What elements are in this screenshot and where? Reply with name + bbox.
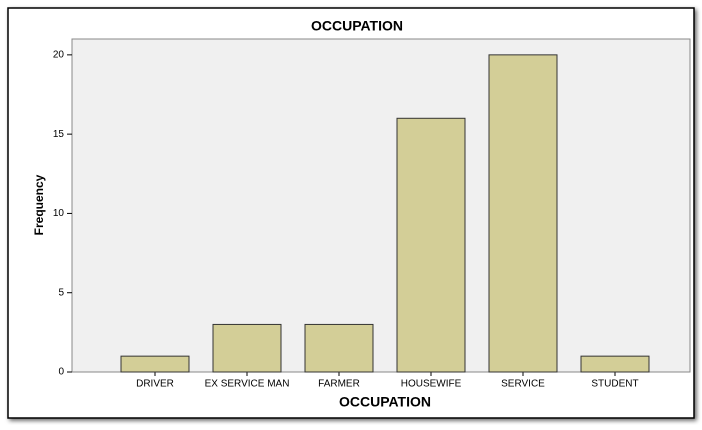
y-tick-label: 15	[53, 129, 65, 140]
bar	[304, 323, 374, 373]
bar	[120, 355, 190, 373]
plot-area	[71, 38, 691, 373]
bar	[488, 54, 558, 373]
bar	[212, 323, 282, 373]
y-axis-label: Frequency	[32, 174, 46, 235]
y-tick-label: 10	[53, 208, 65, 219]
x-tick-label: EX SERVICE MAN	[205, 379, 290, 390]
bar	[396, 117, 466, 373]
bar	[580, 355, 650, 373]
x-tick-label: STUDENT	[591, 379, 638, 390]
y-tick-label: 20	[53, 49, 65, 60]
x-tick-label: DRIVER	[136, 379, 174, 390]
x-tick-label: SERVICE	[501, 379, 545, 390]
y-tick-label: 5	[58, 287, 64, 298]
chart-title: OCCUPATION	[311, 18, 403, 34]
x-tick-label: HOUSEWIFE	[401, 379, 462, 390]
x-tick-label: FARMER	[318, 379, 360, 390]
y-tick-label: 0	[58, 367, 64, 378]
x-axis-label: OCCUPATION	[339, 394, 431, 410]
